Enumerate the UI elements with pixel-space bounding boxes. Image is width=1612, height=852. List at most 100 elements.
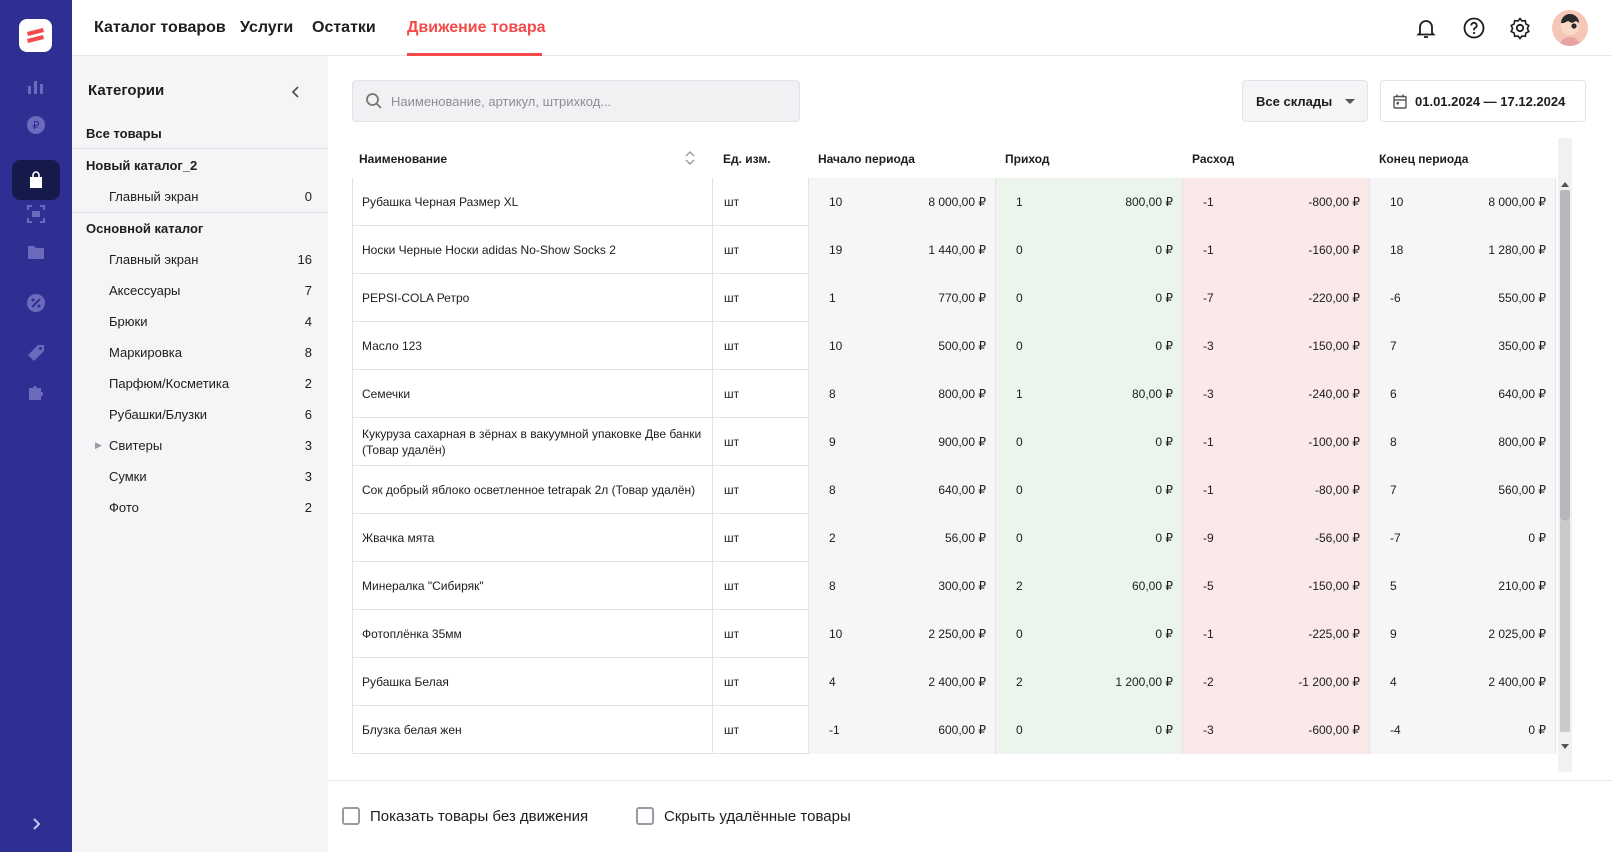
table-row[interactable]: Рубашка Черная Размер XL шт 10 8 000,00 ₽ 1 8… bbox=[352, 178, 1556, 226]
tab-stock[interactable]: Остатки bbox=[312, 19, 376, 36]
expand-rail-icon[interactable] bbox=[26, 814, 46, 834]
cell-start-period: 10 500,00 ₽ bbox=[808, 322, 995, 370]
table-row[interactable]: Носки Черные Носки adidas No-Show Socks … bbox=[352, 226, 1556, 274]
category-item[interactable]: Брюки 4 bbox=[72, 305, 328, 337]
date-range-picker[interactable]: 01.01.2024 — 17.12.2024 bbox=[1380, 80, 1586, 122]
product-name: Носки Черные Носки adidas No-Show Socks … bbox=[362, 243, 616, 257]
scrollbar-thumb[interactable] bbox=[1560, 190, 1570, 520]
date-range-value: 01.01.2024 — 17.12.2024 bbox=[1415, 94, 1566, 109]
cell-income: 2 60,00 ₽ bbox=[995, 562, 1182, 610]
cell-income: 1 80,00 ₽ bbox=[995, 370, 1182, 418]
end-sum: 640,00 ₽ bbox=[1498, 387, 1546, 401]
category-group-main-catalog[interactable]: Основной каталог bbox=[72, 212, 328, 244]
collapse-panel-icon[interactable] bbox=[286, 82, 306, 102]
outcome-sum: -800,00 ₽ bbox=[1308, 195, 1360, 209]
table-scrollbar[interactable] bbox=[1558, 138, 1572, 772]
table-row[interactable]: Масло 123 шт 10 500,00 ₽ 0 0 ₽ -3 -150,00 ₽ 7 350… bbox=[352, 322, 1556, 370]
checkbox-label: Показать товары без движения bbox=[370, 807, 589, 825]
checkbox-box[interactable] bbox=[342, 807, 360, 825]
analytics-icon[interactable] bbox=[24, 74, 48, 98]
category-group-new-catalog[interactable]: Новый каталог_2 bbox=[72, 149, 328, 181]
user-avatar[interactable] bbox=[1552, 10, 1588, 46]
outcome-sum: -100,00 ₽ bbox=[1308, 435, 1360, 449]
cell-outcome: -1 -225,00 ₽ bbox=[1182, 610, 1369, 658]
tab-goods-movement[interactable]: Движение товара bbox=[407, 19, 546, 36]
col-name-header[interactable]: Наименование bbox=[359, 152, 448, 166]
cell-outcome: -3 -600,00 ₽ bbox=[1182, 706, 1369, 754]
cell-outcome: -7 -220,00 ₽ bbox=[1182, 274, 1369, 322]
cell-income: 0 0 ₽ bbox=[995, 466, 1182, 514]
income-sum: 0 ₽ bbox=[1155, 627, 1173, 641]
cell-income: 0 0 ₽ bbox=[995, 610, 1182, 658]
product-name: Сок добрый яблоко осветленное tetrapak 2… bbox=[362, 483, 696, 497]
tab-catalog[interactable]: Каталог товаров bbox=[94, 19, 226, 36]
table-row[interactable]: Семечки шт 8 800,00 ₽ 1 80,00 ₽ -3 -240,00 ₽ 6 64… bbox=[352, 370, 1556, 418]
checkbox-box[interactable] bbox=[636, 807, 654, 825]
puzzle-icon[interactable] bbox=[24, 380, 48, 404]
category-item[interactable]: Фото 2 bbox=[72, 491, 328, 523]
outcome-qty: -5 bbox=[1203, 579, 1214, 593]
category-item[interactable]: ▶ Свитеры 3 bbox=[72, 429, 328, 461]
hide-deleted-checkbox[interactable]: Скрыть удалённые товары bbox=[636, 807, 851, 825]
table-row[interactable]: Жвачка мята шт 2 56,00 ₽ 0 0 ₽ -9 -56,00 ₽ -7 0 ₽ bbox=[352, 514, 1556, 562]
category-item[interactable]: Главный экран 0 bbox=[72, 180, 328, 212]
tag-icon[interactable] bbox=[24, 341, 48, 365]
warehouse-select[interactable]: Все склады bbox=[1242, 80, 1368, 122]
category-item-label: Парфюм/Косметика bbox=[109, 375, 230, 391]
gear-icon[interactable] bbox=[1508, 16, 1532, 40]
table-row[interactable]: Рубашка Белая шт 4 2 400,00 ₽2 1 200,00 ₽ -2-… bbox=[352, 658, 1556, 706]
table-row[interactable]: Кукуруза сахарная в зёрнах в вакуумной у… bbox=[352, 418, 1556, 466]
cell-name: Рубашка Черная Размер XL bbox=[352, 178, 712, 226]
category-item[interactable]: Парфюм/Косметика 2 bbox=[72, 367, 328, 399]
cell-outcome: -1 -800,00 ₽ bbox=[1182, 178, 1369, 226]
scroll-down-arrow-icon[interactable] bbox=[1561, 744, 1569, 749]
divider bbox=[72, 148, 328, 149]
cell-start-period: 10 8 000,00 ₽ bbox=[808, 178, 995, 226]
category-item[interactable]: Главный экран 16 bbox=[72, 243, 328, 275]
category-item-count: 8 bbox=[304, 344, 312, 360]
category-item[interactable]: Маркировка 8 bbox=[72, 336, 328, 368]
cell-outcome: -3 -240,00 ₽ bbox=[1182, 370, 1369, 418]
col-income-header: Приход bbox=[1005, 152, 1050, 166]
outcome-sum: -160,00 ₽ bbox=[1308, 243, 1360, 257]
help-icon[interactable] bbox=[1462, 16, 1486, 40]
category-item[interactable]: Сумки 3 bbox=[72, 460, 328, 492]
expand-arrow-icon[interactable]: ▶ bbox=[95, 439, 102, 450]
end-qty: 8 bbox=[1390, 435, 1397, 449]
income-qty: 1 bbox=[1016, 195, 1023, 209]
folder-icon[interactable] bbox=[24, 240, 48, 264]
movement-table: Наименование Ед. изм. Начало периода При… bbox=[352, 138, 1570, 772]
show-no-movement-checkbox[interactable]: Показать товары без движения bbox=[342, 807, 588, 825]
end-qty: 10 bbox=[1390, 195, 1404, 209]
product-name: Масло 123 bbox=[362, 339, 422, 353]
outcome-sum: -150,00 ₽ bbox=[1308, 339, 1360, 353]
table-row[interactable]: Минералка "Сибиряк" шт 8 300,00 ₽ 2 60,00 ₽ -5… bbox=[352, 562, 1556, 610]
table-row[interactable]: Сок добрый яблоко осветленное tetrapak 2… bbox=[352, 466, 1556, 514]
unit-value: шт bbox=[724, 723, 740, 737]
discount-icon[interactable] bbox=[24, 291, 48, 315]
table-row[interactable]: PEPSI-COLA Ретро шт 1 770,00 ₽ 0 0 ₽ -7 -220,00… bbox=[352, 274, 1556, 322]
table-row[interactable]: Фотоплёнка 35мм шт 10 2 250,00 ₽ 0 0 ₽ -1 -225,… bbox=[352, 610, 1556, 658]
cell-income: 1 800,00 ₽ bbox=[995, 178, 1182, 226]
table-row[interactable]: Блузка белая жен шт -1 600,00 ₽ 0 0 ₽ -3 -600,0… bbox=[352, 706, 1556, 754]
category-item[interactable]: Рубашки/Блузки 6 bbox=[72, 398, 328, 430]
search-input[interactable] bbox=[391, 81, 791, 121]
category-all[interactable]: Все товары bbox=[72, 117, 328, 149]
scroll-up-arrow-icon[interactable] bbox=[1561, 182, 1569, 187]
scanner-icon[interactable] bbox=[24, 202, 48, 226]
bell-icon[interactable] bbox=[1414, 16, 1438, 40]
income-sum: 0 ₽ bbox=[1155, 723, 1173, 737]
finance-icon[interactable]: ₽ bbox=[24, 113, 48, 137]
tab-services[interactable]: Услуги bbox=[240, 19, 294, 36]
cell-end-period: 18 1 280,00 ₽ bbox=[1369, 226, 1556, 274]
income-sum: 60,00 ₽ bbox=[1132, 579, 1173, 593]
income-sum: 0 ₽ bbox=[1155, 339, 1173, 353]
shopping-bag-icon[interactable] bbox=[24, 168, 48, 192]
sort-icon[interactable] bbox=[684, 150, 696, 166]
product-name: Минералка "Сибиряк" bbox=[362, 579, 484, 593]
cell-unit: шт bbox=[712, 658, 808, 706]
income-qty: 0 bbox=[1016, 531, 1023, 545]
category-item-count: 3 bbox=[304, 437, 312, 453]
category-item[interactable]: Аксессуары 7 bbox=[72, 274, 328, 306]
app-logo[interactable] bbox=[19, 19, 52, 52]
